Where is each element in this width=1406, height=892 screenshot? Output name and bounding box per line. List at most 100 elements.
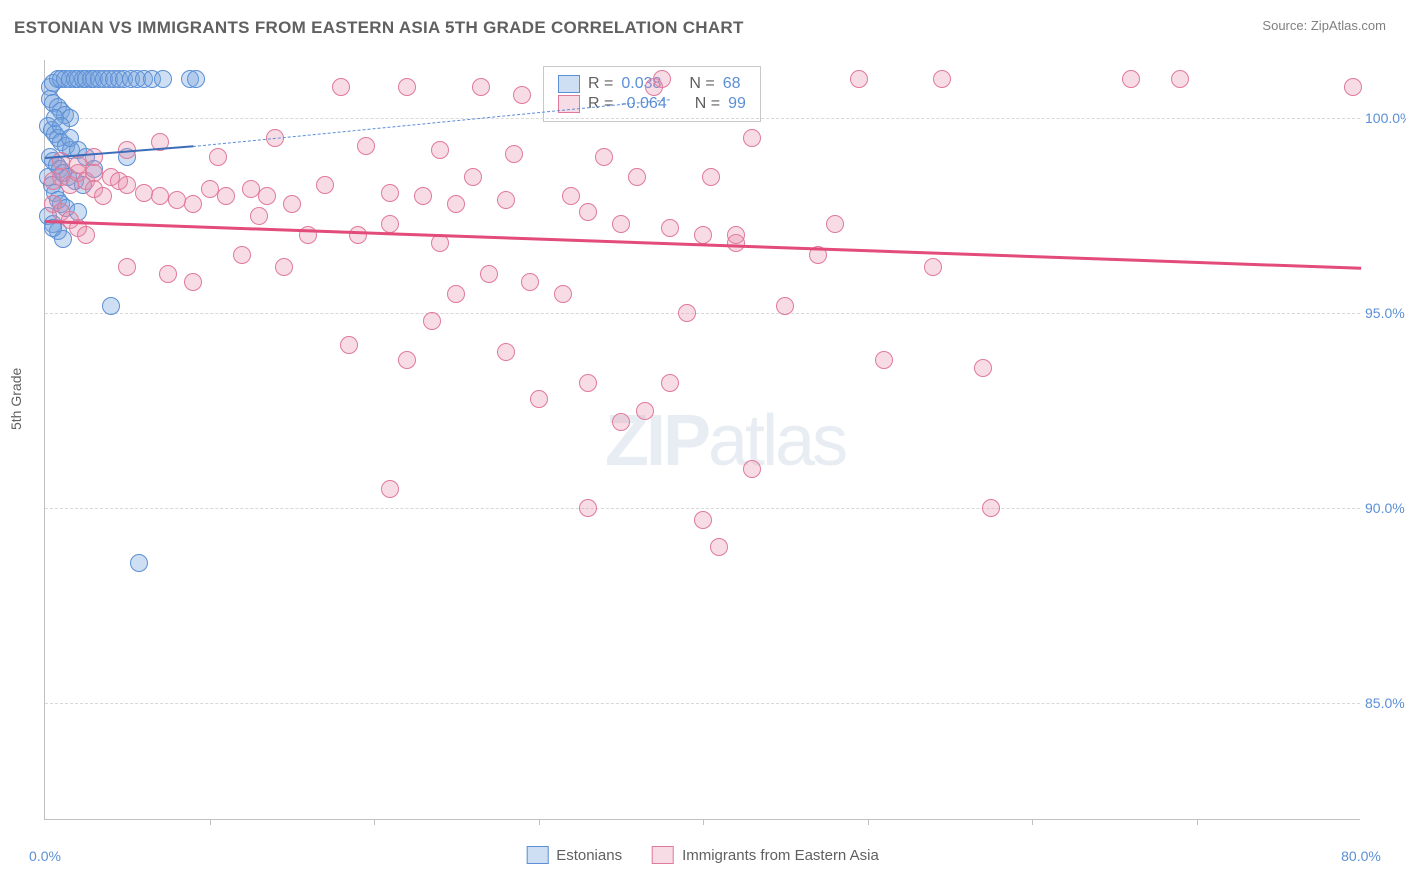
point-immigrants — [513, 86, 531, 104]
source-label: Source: — [1262, 18, 1307, 33]
point-immigrants — [381, 215, 399, 233]
point-immigrants — [645, 78, 663, 96]
point-immigrants — [702, 168, 720, 186]
y-tick-label: 95.0% — [1365, 305, 1406, 321]
point-immigrants — [151, 187, 169, 205]
n-value-estonians: 68 — [723, 75, 741, 93]
point-immigrants — [497, 191, 515, 209]
chart-title: ESTONIAN VS IMMIGRANTS FROM EASTERN ASIA… — [14, 18, 744, 38]
source-value: ZipAtlas.com — [1311, 18, 1386, 33]
watermark-rest: atlas — [708, 401, 845, 481]
point-immigrants — [332, 78, 350, 96]
trend-line — [193, 99, 670, 147]
point-immigrants — [414, 187, 432, 205]
point-immigrants — [826, 215, 844, 233]
point-immigrants — [636, 402, 654, 420]
x-tick-mark — [868, 819, 869, 825]
point-immigrants — [694, 511, 712, 529]
point-immigrants — [661, 374, 679, 392]
point-immigrants — [710, 538, 728, 556]
point-immigrants — [77, 226, 95, 244]
point-immigrants — [579, 499, 597, 517]
x-tick-mark — [539, 819, 540, 825]
point-immigrants — [201, 180, 219, 198]
point-immigrants — [275, 258, 293, 276]
gridline — [45, 508, 1360, 509]
gridline — [45, 313, 1360, 314]
point-immigrants — [69, 156, 87, 174]
point-estonians — [130, 554, 148, 572]
point-immigrants — [381, 184, 399, 202]
point-immigrants — [628, 168, 646, 186]
gridline — [45, 118, 1360, 119]
point-immigrants — [612, 215, 630, 233]
point-immigrants — [1122, 70, 1140, 88]
point-immigrants — [875, 351, 893, 369]
point-immigrants — [924, 258, 942, 276]
point-immigrants — [727, 226, 745, 244]
point-immigrants — [464, 168, 482, 186]
point-immigrants — [521, 273, 539, 291]
gridline — [45, 703, 1360, 704]
point-estonians — [187, 70, 205, 88]
point-immigrants — [398, 78, 416, 96]
point-immigrants — [233, 246, 251, 264]
x-tick-label: 0.0% — [29, 848, 61, 864]
point-immigrants — [982, 499, 1000, 517]
point-immigrants — [579, 374, 597, 392]
point-immigrants — [316, 176, 334, 194]
point-immigrants — [497, 343, 515, 361]
point-immigrants — [595, 148, 613, 166]
y-tick-label: 90.0% — [1365, 500, 1406, 516]
point-immigrants — [340, 336, 358, 354]
point-immigrants — [447, 285, 465, 303]
point-immigrants — [85, 164, 103, 182]
legend-label-immigrants: Immigrants from Eastern Asia — [682, 847, 879, 864]
point-immigrants — [974, 359, 992, 377]
point-immigrants — [612, 413, 630, 431]
point-immigrants — [661, 219, 679, 237]
x-tick-label: 80.0% — [1341, 848, 1381, 864]
legend-row-immigrants: R = -0.064 N = 99 — [558, 95, 746, 113]
point-immigrants — [423, 312, 441, 330]
point-immigrants — [217, 187, 235, 205]
swatch-immigrants — [652, 846, 674, 864]
point-immigrants — [933, 70, 951, 88]
point-immigrants — [94, 187, 112, 205]
point-immigrants — [1344, 78, 1362, 96]
x-tick-mark — [1197, 819, 1198, 825]
x-tick-mark — [1032, 819, 1033, 825]
point-immigrants — [505, 145, 523, 163]
point-immigrants — [258, 187, 276, 205]
x-tick-mark — [374, 819, 375, 825]
point-immigrants — [381, 480, 399, 498]
legend-item-immigrants: Immigrants from Eastern Asia — [652, 846, 879, 864]
point-immigrants — [743, 129, 761, 147]
point-immigrants — [678, 304, 696, 322]
point-immigrants — [447, 195, 465, 213]
series-legend: Estonians Immigrants from Eastern Asia — [526, 846, 879, 864]
point-immigrants — [472, 78, 490, 96]
y-axis-label: 5th Grade — [8, 368, 24, 430]
point-immigrants — [209, 148, 227, 166]
point-immigrants — [168, 191, 186, 209]
swatch-estonians — [558, 75, 580, 93]
point-immigrants — [850, 70, 868, 88]
point-immigrants — [694, 226, 712, 244]
point-estonians — [102, 297, 120, 315]
point-immigrants — [283, 195, 301, 213]
point-immigrants — [776, 297, 794, 315]
point-immigrants — [579, 203, 597, 221]
point-immigrants — [159, 265, 177, 283]
swatch-estonians — [526, 846, 548, 864]
point-immigrants — [184, 273, 202, 291]
point-immigrants — [530, 390, 548, 408]
point-immigrants — [242, 180, 260, 198]
point-immigrants — [554, 285, 572, 303]
y-tick-label: 100.0% — [1365, 110, 1406, 126]
chart-plot-area: ZIPatlas R = 0.038 N = 68 R = -0.064 N =… — [44, 60, 1360, 820]
point-estonians — [154, 70, 172, 88]
point-immigrants — [562, 187, 580, 205]
point-immigrants — [480, 265, 498, 283]
point-immigrants — [250, 207, 268, 225]
